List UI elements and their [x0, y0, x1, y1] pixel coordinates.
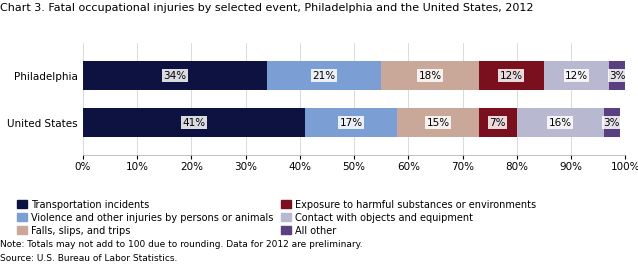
Bar — [305, 108, 397, 137]
Text: 41%: 41% — [182, 118, 205, 128]
Bar — [517, 108, 604, 137]
Text: 21%: 21% — [313, 71, 336, 81]
Text: 7%: 7% — [489, 118, 506, 128]
Text: 15%: 15% — [427, 118, 450, 128]
Text: Chart 3. Fatal occupational injuries by selected event, Philadelphia and the Uni: Chart 3. Fatal occupational injuries by … — [0, 3, 533, 13]
Bar — [609, 61, 625, 90]
Text: Source: U.S. Bureau of Labor Statistics.: Source: U.S. Bureau of Labor Statistics. — [0, 254, 177, 263]
Text: 18%: 18% — [419, 71, 441, 81]
Bar — [83, 108, 305, 137]
Text: 3%: 3% — [609, 71, 625, 81]
Bar — [267, 61, 381, 90]
Text: 17%: 17% — [340, 118, 363, 128]
Bar — [381, 61, 478, 90]
Text: 12%: 12% — [565, 71, 588, 81]
Text: Note: Totals may not add to 100 due to rounding. Data for 2012 are preliminary.: Note: Totals may not add to 100 due to r… — [0, 240, 362, 249]
Legend: Transportation incidents, Violence and other injuries by persons or animals, Fal: Transportation incidents, Violence and o… — [17, 200, 536, 236]
Bar — [478, 61, 544, 90]
Text: 34%: 34% — [163, 71, 187, 81]
Text: 3%: 3% — [604, 118, 620, 128]
Bar — [83, 61, 267, 90]
Text: 12%: 12% — [500, 71, 523, 81]
Bar — [397, 108, 478, 137]
Bar — [544, 61, 609, 90]
Text: 16%: 16% — [549, 118, 572, 128]
Bar — [478, 108, 517, 137]
Bar — [604, 108, 619, 137]
